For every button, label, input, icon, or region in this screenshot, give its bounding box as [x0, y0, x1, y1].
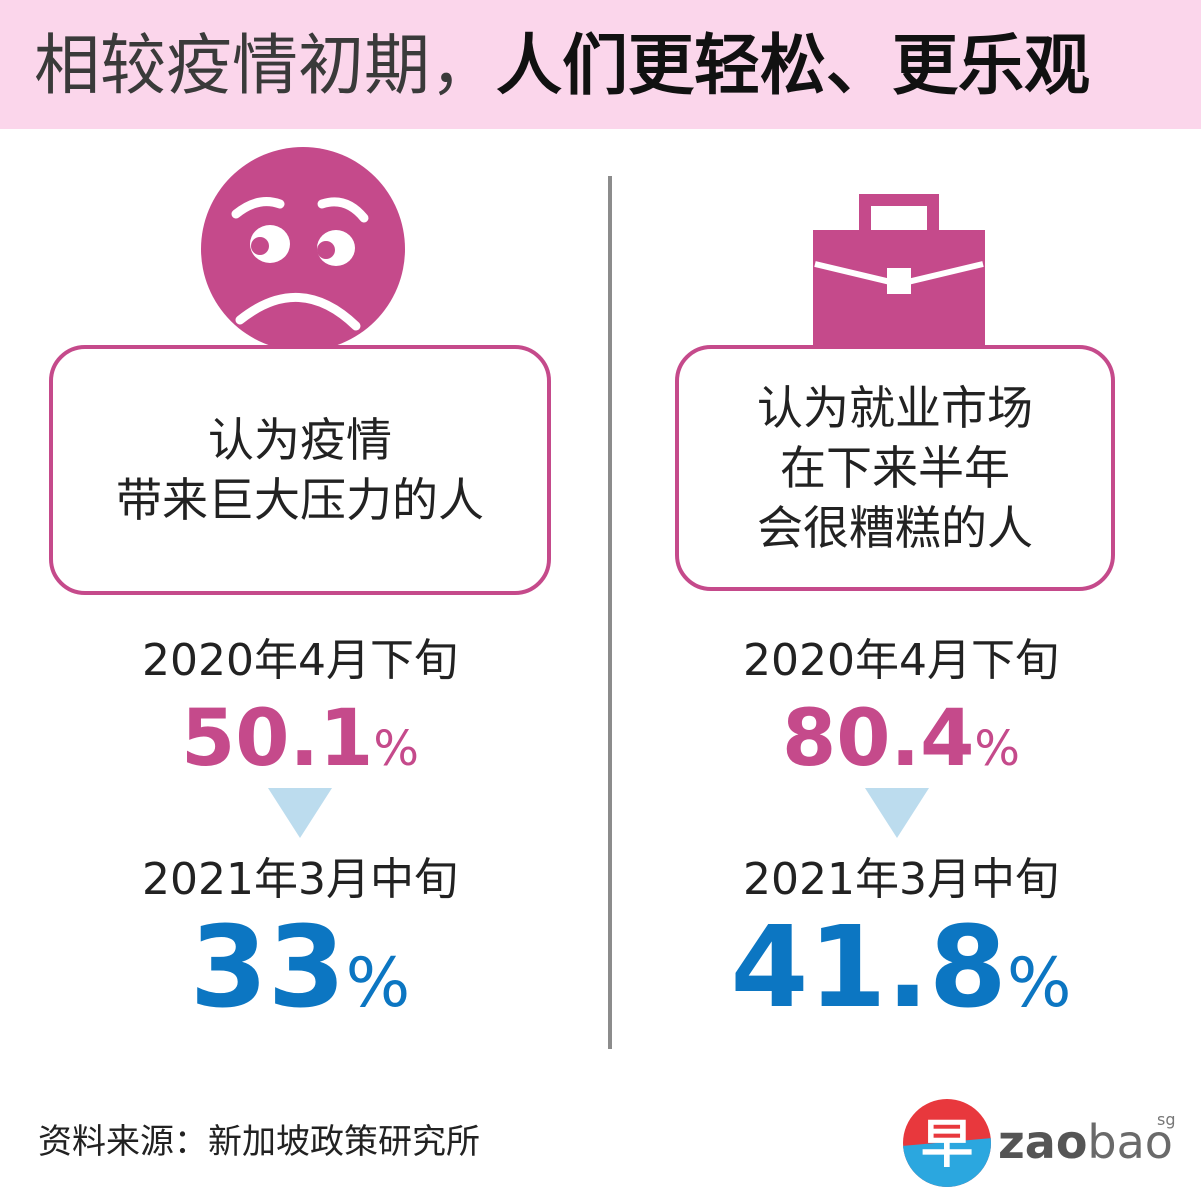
percent-sign: % [345, 944, 411, 1023]
down-arrow-icon [865, 788, 929, 838]
percent-sign: % [1006, 944, 1072, 1023]
after-value: 41.8 [730, 903, 1007, 1033]
page-title: 相较疫情初期，人们更轻松、更乐观 [34, 26, 1090, 106]
before-percentage: 50.1% [0, 694, 600, 794]
after-value: 33 [189, 903, 346, 1033]
logo-glyph: 早 [921, 1115, 973, 1175]
zaobao-logo-mark: 早 [903, 1099, 991, 1187]
question-label: 认为疫情 带来巨大压力的人 [116, 413, 484, 527]
worried-face-icon [198, 144, 408, 354]
down-arrow-icon [268, 788, 332, 838]
before-value: 50.1 [180, 694, 374, 784]
after-percentage: 41.8% [601, 906, 1201, 1046]
before-value: 80.4 [781, 694, 975, 784]
logo-superscript: sg [1157, 1110, 1176, 1129]
briefcase-icon [813, 192, 985, 350]
percent-sign: % [373, 721, 420, 777]
question-box: 认为疫情 带来巨大压力的人 [49, 345, 551, 595]
after-percentage: 33% [0, 906, 600, 1046]
after-date: 2021年3月中旬 [743, 854, 1059, 905]
question-label: 认为就业市场 在下来半年 会很糟糕的人 [757, 381, 1033, 555]
logo-wordmark: zaobao [998, 1116, 1173, 1168]
before-percentage: 80.4% [601, 694, 1201, 794]
title-bold: 人们更轻松、更乐观 [496, 27, 1090, 104]
panel-stress: 认为疫情 带来巨大压力的人 2020年4月下旬 50.1% 2021年3月中旬 … [0, 0, 600, 1060]
panel-job-market: 认为就业市场 在下来半年 会很糟糕的人 2020年4月下旬 80.4% 2021… [601, 0, 1201, 1060]
center-divider [608, 176, 612, 1049]
logo-word-zao: zao [998, 1115, 1088, 1169]
percent-sign: % [974, 721, 1021, 777]
source-note: 资料来源：新加坡政策研究所 [38, 1122, 480, 1162]
header-band: 相较疫情初期，人们更轻松、更乐观 [0, 0, 1201, 129]
before-date: 2020年4月下旬 [743, 635, 1059, 686]
question-box: 认为就业市场 在下来半年 会很糟糕的人 [675, 345, 1115, 591]
title-light: 相较疫情初期， [34, 27, 496, 104]
before-date: 2020年4月下旬 [142, 635, 458, 686]
after-date: 2021年3月中旬 [142, 854, 458, 905]
logo-word-bao: bao [1087, 1115, 1173, 1169]
zaobao-logo: 早 zaobao sg [902, 1098, 1176, 1188]
